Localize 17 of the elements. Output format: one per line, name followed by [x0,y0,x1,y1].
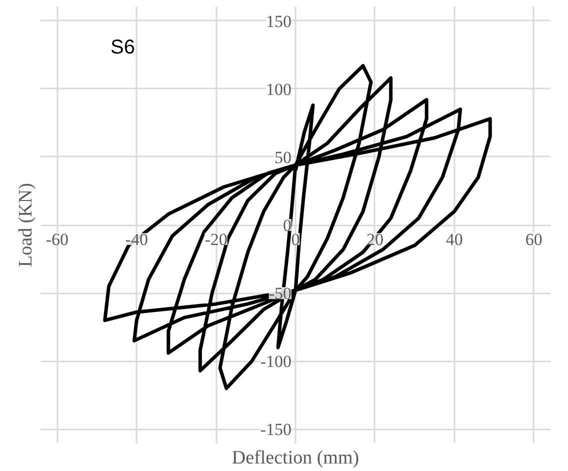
y-tick-label: 50 [274,148,292,167]
x-tick-label: -20 [204,230,228,249]
y-tick-label: 100 [266,80,292,99]
y-tick-label: 150 [266,12,292,31]
line-series [103,64,492,390]
x-axis-title: Deflection (mm) [232,448,360,468]
y-tick-label: 0 [283,216,292,235]
y-tick-label: -50 [268,284,292,304]
y-tick-label: -100 [260,352,292,372]
x-tick-label: 60 [525,230,542,249]
y-tick-label: -150 [260,420,292,440]
y-axis-title: Load (KN) [16,183,36,267]
x-tick-label: 40 [446,230,463,249]
annotation: S6 [110,36,135,58]
x-tick-label: 20 [366,230,384,249]
x-tick-label: -60 [46,230,69,249]
x-tick-label: -40 [125,230,148,249]
